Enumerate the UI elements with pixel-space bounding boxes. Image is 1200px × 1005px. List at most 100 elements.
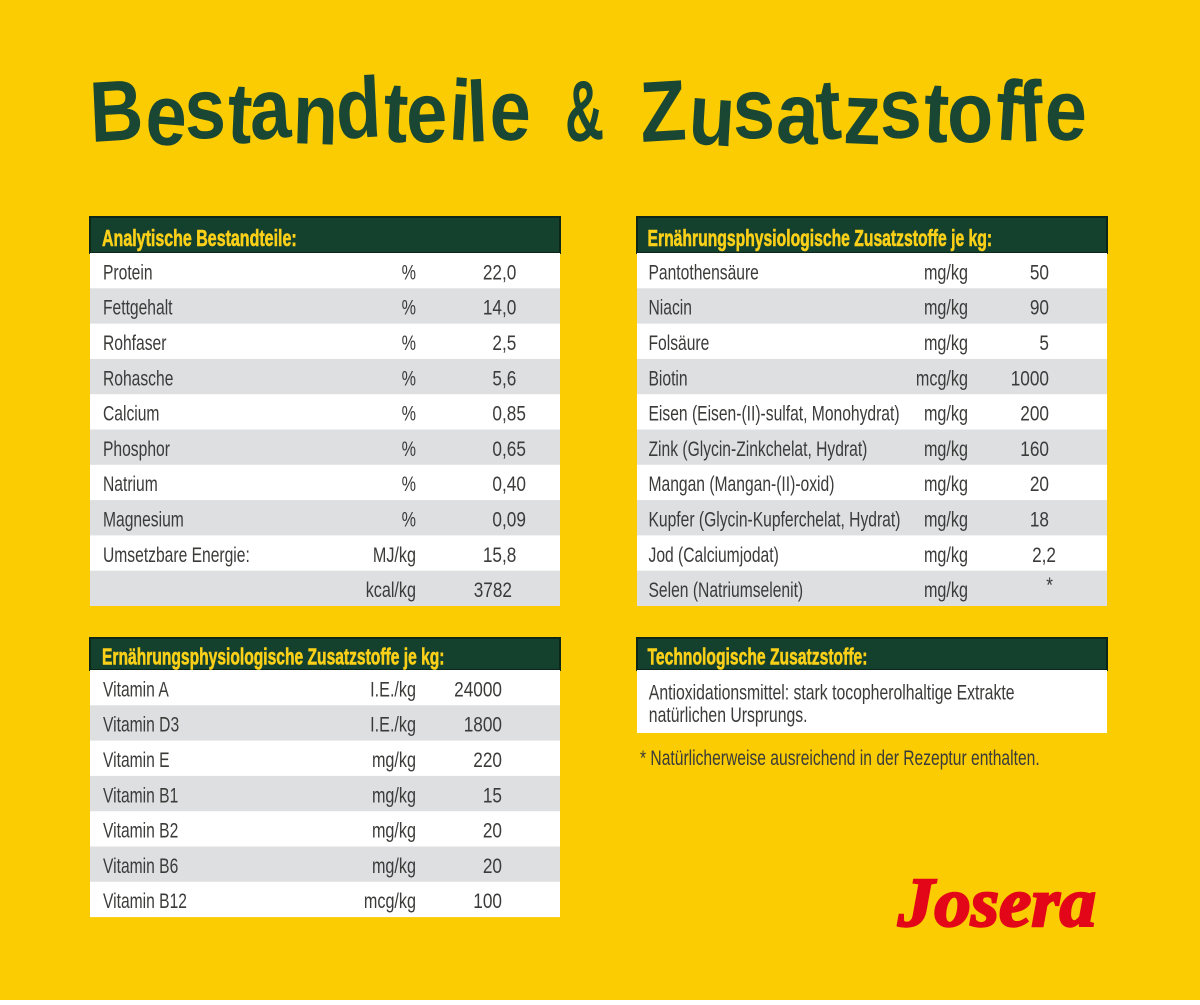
svg-text:Rohfaser: Rohfaser — [103, 331, 166, 355]
svg-text:mcg/kg: mcg/kg — [364, 889, 416, 913]
svg-text:18: 18 — [1030, 509, 1049, 532]
svg-text:Vitamin B2: Vitamin B2 — [103, 818, 178, 842]
svg-text:14: 14 — [483, 297, 502, 320]
svg-text:2,2: 2,2 — [1032, 544, 1056, 567]
svg-text:Biotin: Biotin — [649, 366, 688, 390]
svg-text:5: 5 — [1039, 333, 1049, 356]
svg-text:Selen (Natriumselenit): Selen (Natriumselenit) — [649, 578, 804, 602]
svg-text:mg/kg: mg/kg — [924, 543, 968, 567]
svg-text:100: 100 — [473, 891, 502, 914]
svg-text:1800: 1800 — [464, 714, 502, 737]
svg-text:220: 220 — [473, 750, 502, 773]
svg-text:* Natürlicherweise ausreichend: * Natürlicherweise ausreichend in der Re… — [640, 746, 1040, 770]
svg-text:Vitamin B12: Vitamin B12 — [103, 889, 187, 913]
svg-text:24000: 24000 — [454, 679, 502, 702]
svg-text:Magnesium: Magnesium — [103, 507, 184, 531]
svg-text:2: 2 — [492, 333, 502, 356]
svg-text:200: 200 — [1020, 403, 1049, 426]
svg-text:Vitamin E: Vitamin E — [103, 748, 170, 772]
svg-text:mg/kg: mg/kg — [924, 260, 968, 284]
svg-text:%: % — [402, 260, 416, 284]
svg-text:Jod (Calciumjodat): Jod (Calciumjodat) — [649, 543, 779, 567]
svg-text:,8: ,8 — [502, 544, 516, 567]
svg-text:Mangan (Mangan-(II)-oxid): Mangan (Mangan-(II)-oxid) — [649, 472, 835, 496]
svg-text:mg/kg: mg/kg — [372, 748, 416, 772]
svg-text:Zusatzstoffe: Zusatzstoffe — [637, 60, 1089, 165]
svg-text:,5: ,5 — [502, 333, 516, 356]
svg-text:mg/kg: mg/kg — [924, 402, 968, 426]
svg-text:I.E./kg: I.E./kg — [370, 713, 416, 737]
svg-text:,85: ,85 — [502, 403, 526, 426]
svg-text:mg/kg: mg/kg — [924, 472, 968, 496]
svg-text:Fettgehalt: Fettgehalt — [103, 295, 173, 319]
svg-text:Vitamin D3: Vitamin D3 — [103, 712, 179, 736]
svg-text:Folsäure: Folsäure — [649, 331, 710, 355]
svg-text:,0: ,0 — [502, 297, 516, 320]
svg-text:mg/kg: mg/kg — [924, 437, 968, 461]
svg-text:mg/kg: mg/kg — [372, 819, 416, 843]
svg-text:Phosphor: Phosphor — [103, 437, 170, 461]
svg-text:Zink (Glycin-Zinkchelat, Hydra: Zink (Glycin-Zinkchelat, Hydrat) — [649, 437, 868, 461]
svg-text:0: 0 — [492, 438, 502, 461]
svg-text:*: * — [1046, 575, 1053, 598]
svg-text:22: 22 — [483, 262, 502, 285]
svg-text:Kupfer (Glycin-Kupferchelat, H: Kupfer (Glycin-Kupferchelat, Hydrat) — [649, 507, 901, 531]
svg-text:,6: ,6 — [502, 368, 516, 391]
svg-text:160: 160 — [1020, 438, 1049, 461]
svg-text:Calcium: Calcium — [103, 401, 159, 425]
svg-text:Vitamin A: Vitamin A — [103, 677, 169, 701]
svg-text:0: 0 — [492, 509, 502, 532]
svg-text:mg/kg: mg/kg — [924, 578, 968, 602]
svg-text:Pantothensäure: Pantothensäure — [649, 260, 759, 284]
svg-text:15: 15 — [483, 544, 502, 567]
svg-text:5: 5 — [492, 368, 502, 391]
svg-text:mg/kg: mg/kg — [924, 507, 968, 531]
svg-text:mcg/kg: mcg/kg — [916, 366, 968, 390]
svg-text:Umsetzbare Energie:: Umsetzbare Energie: — [103, 543, 250, 567]
svg-text:Vitamin B1: Vitamin B1 — [103, 783, 178, 807]
svg-text:15: 15 — [483, 785, 502, 808]
svg-text:mg/kg: mg/kg — [372, 783, 416, 807]
svg-text:0: 0 — [492, 474, 502, 497]
svg-text:I.E./kg: I.E./kg — [370, 677, 416, 701]
svg-text:%: % — [402, 402, 416, 426]
svg-text:,40: ,40 — [502, 474, 526, 497]
svg-text:90: 90 — [1030, 297, 1049, 320]
svg-text:%: % — [402, 366, 416, 390]
svg-text:Rohasche: Rohasche — [103, 366, 173, 390]
svg-text:0: 0 — [492, 403, 502, 426]
svg-text:%: % — [402, 437, 416, 461]
svg-text:Analytische Bestandteile:: Analytische Bestandteile: — [102, 225, 297, 251]
svg-text:natürlichen Ursprungs.: natürlichen Ursprungs. — [649, 703, 808, 727]
svg-text:Antioxidationsmittel: stark to: Antioxidationsmittel: stark tocopherolha… — [649, 680, 1015, 704]
svg-text:Natrium: Natrium — [103, 472, 158, 496]
svg-text:Niacin: Niacin — [649, 295, 692, 319]
svg-text:MJ/kg: MJ/kg — [373, 543, 416, 567]
svg-text:mg/kg: mg/kg — [924, 296, 968, 320]
svg-text:20: 20 — [1030, 474, 1049, 497]
svg-text:mg/kg: mg/kg — [924, 331, 968, 355]
svg-text:,0: ,0 — [502, 262, 516, 285]
svg-text:Ernährungsphysiologische Zusat: Ernährungsphysiologische Zusatzstoffe je… — [102, 644, 445, 670]
svg-text:Technologische Zusatzstoffe:: Technologische Zusatzstoffe: — [648, 644, 868, 670]
svg-text:mg/kg: mg/kg — [372, 854, 416, 878]
svg-text:Vitamin B6: Vitamin B6 — [103, 854, 178, 878]
svg-text:50: 50 — [1030, 262, 1049, 285]
svg-text:Bestandteile: Bestandteile — [87, 60, 533, 165]
svg-text:3782: 3782 — [474, 580, 512, 603]
svg-text:20: 20 — [483, 820, 502, 843]
svg-text:%: % — [402, 507, 416, 531]
svg-text:Protein: Protein — [103, 260, 153, 284]
svg-text:,65: ,65 — [502, 438, 526, 461]
svg-text:%: % — [402, 296, 416, 320]
svg-text:%: % — [402, 472, 416, 496]
svg-text:1000: 1000 — [1011, 368, 1049, 391]
svg-text:20: 20 — [483, 855, 502, 878]
svg-text:,09: ,09 — [502, 509, 526, 532]
svg-text:kcal/kg: kcal/kg — [366, 578, 416, 602]
svg-text:Eisen (Eisen-(II)-sulfat, Mono: Eisen (Eisen-(II)-sulfat, Monohydrat) — [649, 401, 900, 425]
svg-text:Josera: Josera — [897, 865, 1096, 942]
svg-text:&: & — [562, 63, 606, 161]
svg-text:%: % — [402, 331, 416, 355]
svg-text:Ernährungsphysiologische Zusat: Ernährungsphysiologische Zusatzstoffe je… — [648, 225, 993, 251]
